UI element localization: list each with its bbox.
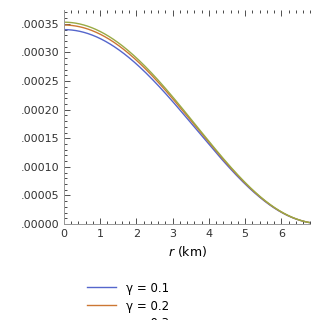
Line: γ = 0.3: γ = 0.3: [64, 22, 310, 223]
γ = 0.2: [180, 108, 184, 112]
γ = 0.1: [302, 220, 306, 223]
γ = 0.1: [179, 109, 183, 113]
γ = 0.2: [308, 221, 312, 225]
γ = 0.3: [179, 105, 183, 109]
Line: γ = 0.1: γ = 0.1: [64, 30, 310, 223]
γ = 0.2: [62, 23, 66, 27]
γ = 0.1: [308, 221, 312, 225]
γ = 0.2: [196, 126, 199, 130]
γ = 0.3: [209, 141, 212, 145]
γ = 0.2: [179, 107, 183, 110]
X-axis label: $r$ (km): $r$ (km): [168, 244, 207, 260]
γ = 0.2: [264, 200, 268, 204]
γ = 0.2: [209, 143, 212, 147]
γ = 0.3: [62, 20, 66, 24]
Legend: γ = 0.1, γ = 0.2, γ = 0.3: γ = 0.1, γ = 0.2, γ = 0.3: [82, 277, 174, 320]
γ = 0.3: [302, 220, 306, 223]
γ = 0.1: [180, 111, 184, 115]
γ = 0.3: [180, 107, 184, 111]
γ = 0.1: [196, 129, 199, 132]
γ = 0.1: [62, 28, 66, 32]
γ = 0.1: [264, 200, 268, 204]
γ = 0.3: [308, 221, 312, 225]
Line: γ = 0.2: γ = 0.2: [64, 25, 310, 223]
γ = 0.1: [209, 144, 212, 148]
γ = 0.3: [264, 199, 268, 203]
γ = 0.3: [196, 125, 199, 129]
γ = 0.2: [302, 220, 306, 223]
